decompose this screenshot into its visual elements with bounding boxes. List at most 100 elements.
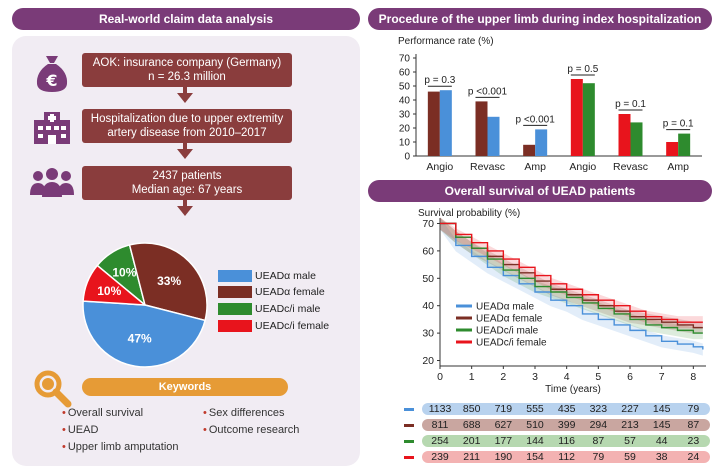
flow-arrow-1-stem [183, 87, 187, 93]
survival-ylabel: Survival probability (%) [418, 208, 521, 219]
hospital-icon [34, 112, 70, 144]
risk-row: 811 688 627 510 399 294 213 145 87 [422, 419, 710, 431]
flow-box-patients: 2437 patients Median age: 67 years [82, 166, 292, 200]
legend-swatch [218, 303, 252, 315]
legend-label: UEADc/i female [255, 320, 330, 332]
flow-box-insurance: AOK: insurance company (Germany) n = 26.… [82, 53, 292, 87]
pvalue-label: p = 0.1 [615, 99, 646, 110]
risk-value: 399 [557, 419, 576, 431]
y-tick-label: 30 [399, 110, 411, 121]
risk-row: 254 201 177 144 116 87 57 44 23 [422, 435, 710, 447]
flow-arrow-1 [177, 93, 193, 103]
legend-label: UEADα male [255, 270, 316, 282]
risk-value: 213 [621, 419, 639, 431]
risk-value: 38 [655, 451, 668, 463]
survival-curve [440, 222, 703, 323]
risk-value: 154 [526, 451, 544, 463]
y-tick-label: 50 [422, 273, 434, 285]
risk-row-marker [404, 407, 414, 411]
flow-box-hospitalization-line2: artery disease from 2010–2017 [107, 127, 267, 139]
risk-row: 239 211 190 154 112 79 59 38 24 [422, 451, 710, 463]
y-tick-label: 30 [422, 328, 434, 340]
pie-legend-uead-ci-female: UEADc/i female [218, 320, 329, 332]
pie-slice [128, 242, 208, 322]
x-tick-label: 4 [564, 371, 570, 383]
y-tick-label: 70 [399, 54, 411, 65]
x-tick-label: Amp [667, 161, 689, 173]
risk-value: 87 [592, 435, 605, 447]
y-tick-label: 0 [404, 152, 410, 163]
flow-arrow-2-stem [183, 143, 187, 149]
x-tick-label: Revasc [613, 161, 648, 173]
pie-slice-label: 47% [128, 332, 152, 346]
risk-row-marker [404, 439, 414, 443]
risk-row-marker [404, 455, 414, 459]
risk-value: 555 [526, 403, 544, 415]
risk-value: 323 [589, 403, 608, 415]
pvalue-label: p = 0.5 [567, 64, 598, 75]
risk-value: 254 [431, 435, 449, 447]
risk-value: 627 [494, 419, 513, 431]
right-header-procedure: Procedure of the upper limb during index… [368, 8, 712, 30]
y-tick-label: 50 [399, 82, 411, 93]
flow-box-hospitalization: Hospitalization due to upper extremity a… [82, 109, 292, 143]
survival-ci-band [440, 217, 703, 329]
x-tick-label: 5 [595, 371, 601, 383]
pie-legend-uead-alpha-male: UEADα male [218, 270, 316, 282]
x-tick-label: Revasc [470, 161, 505, 173]
risk-row-marker [404, 423, 414, 427]
x-tick-label: 8 [690, 371, 696, 383]
keyword-item: • Upper limb amputation [62, 441, 179, 453]
risk-value: 44 [655, 435, 668, 447]
keyword-item: • Outcome research [203, 424, 300, 436]
bar-male [487, 116, 500, 156]
pvalue-label: p = 0.1 [663, 119, 694, 130]
x-tick-label: 1 [469, 371, 475, 383]
risk-value: 227 [621, 403, 639, 415]
risk-value: 211 [463, 451, 481, 463]
keyword-item: • Overall survival [62, 407, 144, 419]
risk-value: 112 [558, 451, 576, 463]
y-tick-label: 10 [399, 138, 411, 149]
risk-value: 79 [687, 403, 700, 415]
x-tick-label: 6 [627, 371, 633, 383]
y-tick-label: 40 [422, 300, 434, 312]
flow-box-insurance-line1: AOK: insurance company (Germany) [92, 57, 282, 69]
risk-value: 688 [462, 419, 481, 431]
legend-swatch [218, 286, 252, 298]
bar-male [582, 83, 595, 156]
bar-female [618, 114, 631, 156]
risk-value: 144 [526, 435, 544, 447]
patients-group-icon [30, 168, 74, 197]
bar-female [570, 79, 583, 156]
pvalue-label: p = 0.3 [424, 75, 455, 86]
risk-value: 435 [557, 403, 576, 415]
x-tick-label: 3 [532, 371, 538, 383]
risk-value: 145 [652, 419, 671, 431]
bar-male [678, 133, 691, 156]
survival-legend-label: UEADc/i male [476, 326, 539, 337]
risk-value: 850 [462, 403, 481, 415]
flow-arrow-2 [177, 149, 193, 159]
bar-male [630, 122, 643, 156]
left-header: Real-world claim data analysis [12, 8, 360, 30]
bar-female [475, 101, 488, 156]
flow-box-patients-line1: 2437 patients [152, 170, 222, 182]
y-tick-label: 60 [399, 68, 411, 79]
pie-slice [82, 300, 206, 368]
magnifier-icon [34, 370, 72, 408]
pie-slice-label: 10% [112, 266, 136, 280]
pie-slice [82, 264, 148, 306]
x-tick-label: 2 [500, 371, 506, 383]
pvalue-label: p <0.001 [516, 114, 556, 125]
risk-value: 57 [624, 435, 636, 447]
right-header-survival: Overall survival of UEAD patients [368, 180, 712, 202]
bar-female [666, 142, 679, 156]
bar-female [523, 144, 536, 156]
y-tick-label: 20 [422, 355, 434, 367]
flow-arrow-3 [177, 206, 193, 216]
x-tick-label: Angio [426, 161, 453, 173]
risk-value: 239 [431, 451, 449, 463]
keywords-title: Keywords [82, 378, 288, 396]
risk-value: 190 [494, 451, 513, 463]
